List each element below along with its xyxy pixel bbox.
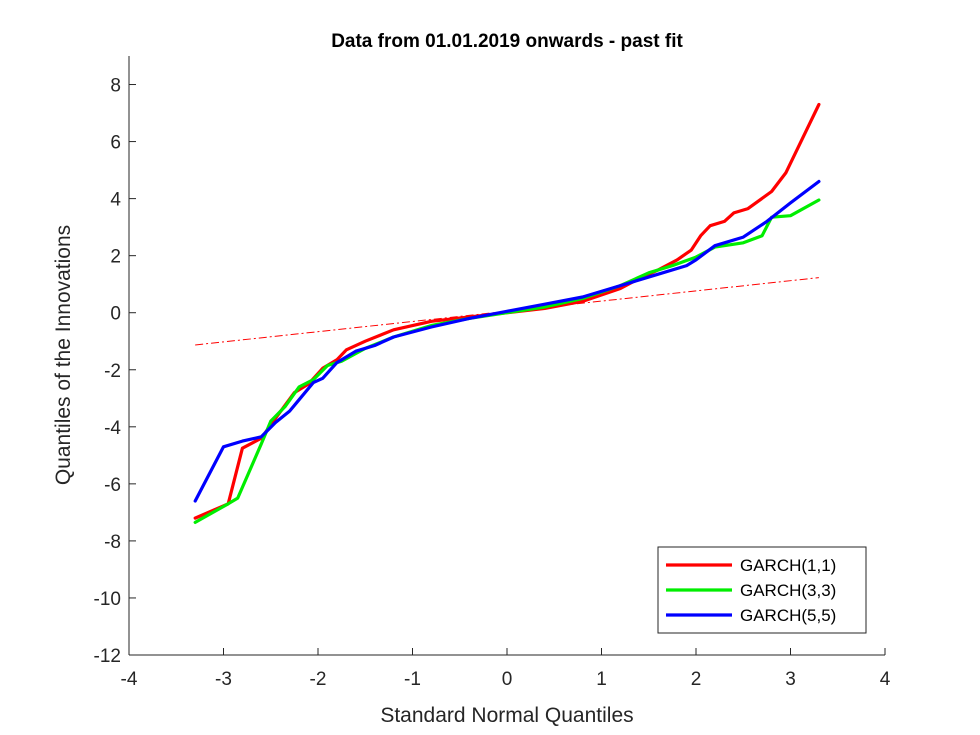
chart-title: Data from 01.01.2019 onwards - past fit — [331, 31, 683, 52]
legend-entry-label: GARCH(3,3) — [740, 581, 836, 600]
x-tick-label: 2 — [691, 669, 702, 690]
x-axis-label: Standard Normal Quantiles — [380, 704, 633, 727]
x-tick-label: 3 — [785, 669, 796, 690]
y-tick-label: 2 — [110, 247, 121, 268]
x-tick-label: 0 — [502, 669, 513, 690]
y-tick-label: -4 — [104, 418, 121, 439]
y-tick-label: 0 — [110, 304, 121, 325]
y-tick-label: 6 — [110, 133, 121, 154]
legend: GARCH(1,1) GARCH(3,3) GARCH(5,5) — [657, 546, 867, 634]
y-tick-label: -12 — [94, 646, 121, 667]
y-tick-label: 4 — [110, 190, 121, 211]
series-line-3 — [193, 179, 821, 503]
y-tick-label: -8 — [104, 532, 121, 553]
legend-entry-label: GARCH(5,5) — [740, 606, 836, 625]
legend-entry-label: GARCH(1,1) — [740, 556, 836, 575]
x-tick-label: -3 — [215, 669, 232, 690]
x-tick-label: -4 — [121, 669, 138, 690]
series-line-2 — [193, 198, 821, 525]
x-tick-label: -1 — [404, 669, 421, 690]
y-tick-label: 8 — [110, 76, 121, 97]
y-tick-label: -6 — [104, 475, 121, 496]
x-tick-label: -2 — [310, 669, 327, 690]
y-tick-label: -10 — [94, 589, 121, 610]
y-tick-label: -2 — [104, 361, 121, 382]
x-tick-label: 4 — [880, 669, 891, 690]
x-tick-label: 1 — [596, 669, 607, 690]
y-axis-label: Quantiles of the Innovations — [52, 225, 75, 485]
